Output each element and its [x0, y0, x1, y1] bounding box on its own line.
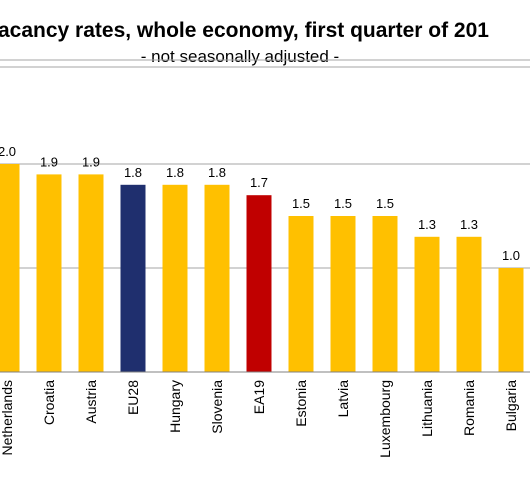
bar-austria: [78, 174, 104, 372]
value-label-hungary: 1.8: [166, 165, 184, 180]
bar-croatia: [36, 174, 62, 372]
value-label-lithuania: 1.3: [418, 217, 436, 232]
category-label-latvia: Latvia: [335, 380, 351, 418]
value-label-eu28: 1.8: [124, 165, 142, 180]
bar-hungary: [162, 184, 188, 372]
value-label-estonia: 1.5: [292, 196, 310, 211]
value-label-bulgaria: 1.0: [502, 248, 520, 263]
category-label-estonia: Estonia: [293, 380, 309, 427]
value-label-croatia: 1.9: [40, 154, 58, 169]
chart-title: acancy rates, whole economy, first quart…: [0, 19, 489, 42]
value-label-netherlands: 2.0: [0, 144, 16, 159]
value-label-luxembourg: 1.5: [376, 196, 394, 211]
category-label-netherlands: Netherlands: [0, 380, 15, 456]
value-label-latvia: 1.5: [334, 196, 352, 211]
bar-eu28: [120, 184, 146, 372]
category-label-hungary: Hungary: [167, 380, 183, 433]
chart-subtitle: - not seasonally adjusted -: [141, 47, 339, 66]
bar-slovenia: [204, 184, 230, 372]
bar-estonia: [288, 216, 314, 372]
value-label-austria: 1.9: [82, 154, 100, 169]
bar-bulgaria: [498, 268, 524, 372]
bar-luxembourg: [372, 216, 398, 372]
bar-netherlands: [0, 164, 20, 372]
category-label-austria: Austria: [83, 380, 99, 424]
category-labels: Netherlands Croatia Austria EU28 Hungary Slov…: [0, 380, 519, 458]
bars: [0, 164, 524, 372]
value-label-slovenia: 1.8: [208, 165, 226, 180]
category-label-slovenia: Slovenia: [209, 380, 225, 434]
category-label-croatia: Croatia: [41, 380, 57, 425]
value-labels: 2.0 1.9 1.9 1.8 1.8 1.8 1.7 1.5 1.5 1.5 1.3 1.3 1.0: [0, 144, 520, 263]
value-label-ea19: 1.7: [250, 175, 268, 190]
category-label-luxembourg: Luxembourg: [377, 380, 393, 458]
category-label-bulgaria: Bulgaria: [503, 380, 519, 432]
bar-lithuania: [414, 236, 440, 372]
value-label-romania: 1.3: [460, 217, 478, 232]
category-label-romania: Romania: [461, 380, 477, 436]
category-label-ea19: EA19: [251, 380, 267, 414]
category-label-lithuania: Lithuania: [419, 380, 435, 437]
category-label-eu28: EU28: [125, 380, 141, 415]
bar-ea19: [246, 195, 272, 372]
bar-latvia: [330, 216, 356, 372]
bar-romania: [456, 236, 482, 372]
